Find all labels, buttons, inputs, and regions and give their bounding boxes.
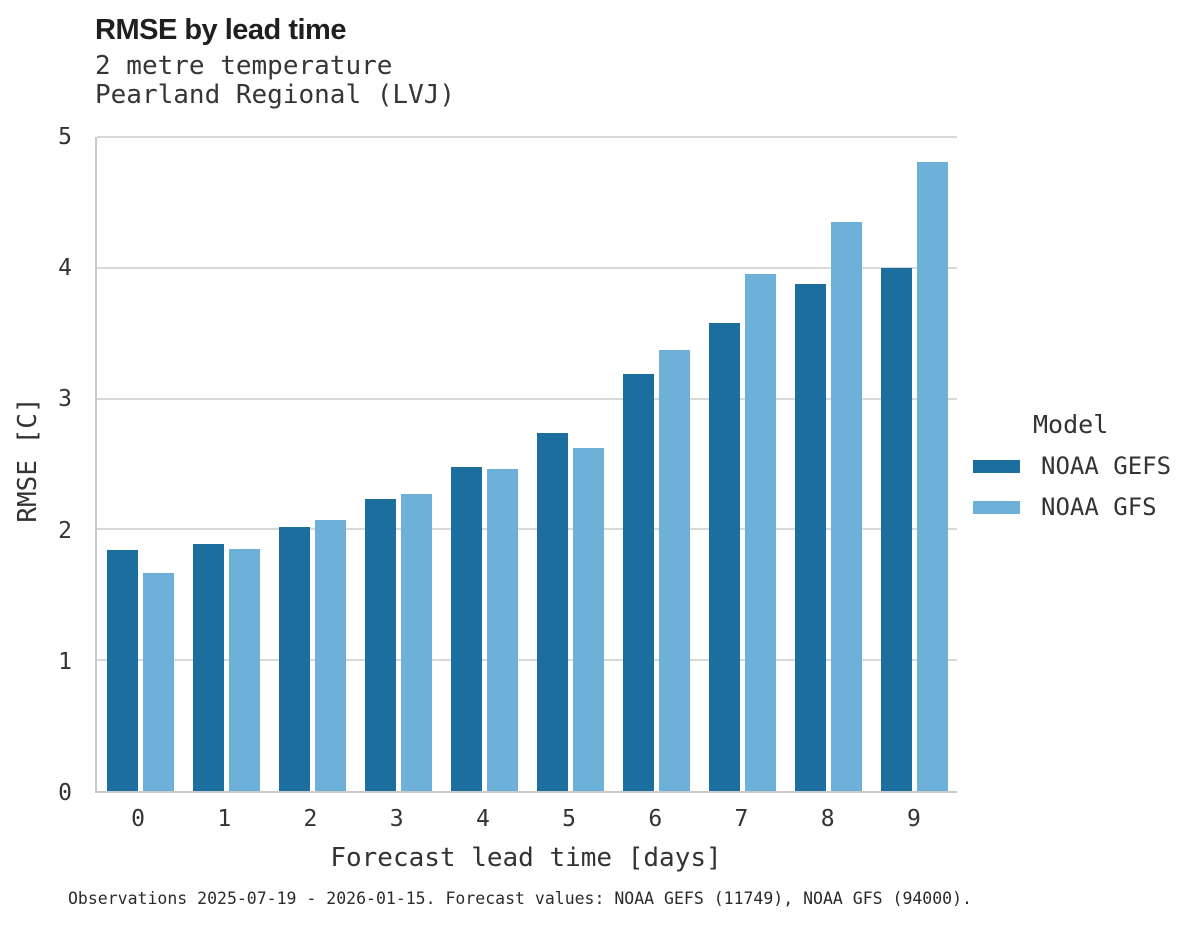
bar-noaa-gfs-day-0 <box>142 572 174 791</box>
x-axis-label: Forecast lead time [days] <box>330 843 722 873</box>
bar-noaa-gefs-day-1 <box>192 543 224 791</box>
bars-container <box>97 137 957 791</box>
legend: Model NOAA GEFS NOAA GFS <box>973 410 1171 521</box>
bar-noaa-gefs-day-2 <box>278 526 310 791</box>
bar-noaa-gfs-day-7 <box>744 274 776 791</box>
bar-noaa-gfs-day-3 <box>400 494 432 791</box>
y-axis-label: RMSE [C] <box>13 397 43 523</box>
legend-label: NOAA GFS <box>1041 493 1157 521</box>
bar-group-day-9 <box>871 137 957 791</box>
x-tick-label-5: 5 <box>562 806 577 832</box>
bar-noaa-gfs-day-9 <box>916 161 948 791</box>
bar-noaa-gfs-day-8 <box>830 222 862 791</box>
gridline-y1 <box>97 659 957 662</box>
x-tick-label-7: 7 <box>734 806 749 832</box>
bar-group-day-3 <box>355 137 441 791</box>
chart-title: RMSE by lead time <box>95 14 346 46</box>
plot-area <box>95 136 957 793</box>
y-tick-label-0: 0 <box>58 780 72 806</box>
y-tick-label-4: 4 <box>58 255 72 282</box>
x-tick-label-9: 9 <box>906 806 921 832</box>
bar-group-day-4 <box>441 137 527 791</box>
bar-noaa-gefs-day-7 <box>708 322 740 791</box>
legend-label: NOAA GEFS <box>1041 452 1172 480</box>
x-tick-label-6: 6 <box>648 806 663 832</box>
x-tick-label-4: 4 <box>475 806 490 832</box>
bar-noaa-gefs-day-6 <box>622 373 654 791</box>
bar-group-day-1 <box>183 137 269 791</box>
gridline-y3 <box>97 397 957 400</box>
x-tick-label-8: 8 <box>820 806 835 832</box>
bar-noaa-gefs-day-4 <box>450 466 482 791</box>
bar-group-day-7 <box>699 137 785 791</box>
chart-subtitle-station: Pearland Regional (LVJ) <box>95 80 456 110</box>
legend-title: Model <box>1033 410 1109 439</box>
x-tick-label-3: 3 <box>389 806 404 832</box>
gridline-y5 <box>97 136 957 138</box>
bar-noaa-gefs-day-5 <box>536 432 568 791</box>
y-tick-label-3: 3 <box>58 386 72 413</box>
bar-noaa-gfs-day-6 <box>658 350 690 791</box>
y-tick-label-5: 5 <box>58 124 72 150</box>
caption-observations: Observations 2025-07-19 - 2026-01-15. Fo… <box>68 889 972 908</box>
x-tick-label-2: 2 <box>303 806 318 832</box>
legend-swatch <box>973 459 1020 473</box>
bar-group-day-6 <box>613 137 699 791</box>
bar-group-day-8 <box>785 137 871 791</box>
legend-swatch <box>973 500 1020 514</box>
bar-group-day-0 <box>97 137 183 791</box>
bar-noaa-gefs-day-9 <box>880 267 912 791</box>
y-tick-label-2: 2 <box>58 517 72 544</box>
x-tick-label-0: 0 <box>131 806 146 832</box>
bar-noaa-gfs-day-2 <box>314 520 346 791</box>
x-tick-label-1: 1 <box>217 806 232 832</box>
bar-noaa-gfs-day-1 <box>228 549 260 791</box>
bar-noaa-gefs-day-8 <box>794 283 826 791</box>
bar-group-day-5 <box>527 137 613 791</box>
bar-group-day-2 <box>269 137 355 791</box>
bar-noaa-gfs-day-5 <box>572 448 604 791</box>
bar-noaa-gefs-day-0 <box>106 550 138 791</box>
gridline-y4 <box>97 266 957 269</box>
y-tick-label-1: 1 <box>58 648 72 675</box>
gridline-y2 <box>97 528 957 531</box>
legend-item-noaa-gefs: NOAA GEFS <box>973 452 1171 480</box>
legend-item-noaa-gfs: NOAA GFS <box>973 493 1171 521</box>
bar-noaa-gfs-day-4 <box>486 469 518 791</box>
bar-noaa-gefs-day-3 <box>364 499 396 791</box>
chart-subtitle-variable: 2 metre temperature <box>95 51 393 81</box>
